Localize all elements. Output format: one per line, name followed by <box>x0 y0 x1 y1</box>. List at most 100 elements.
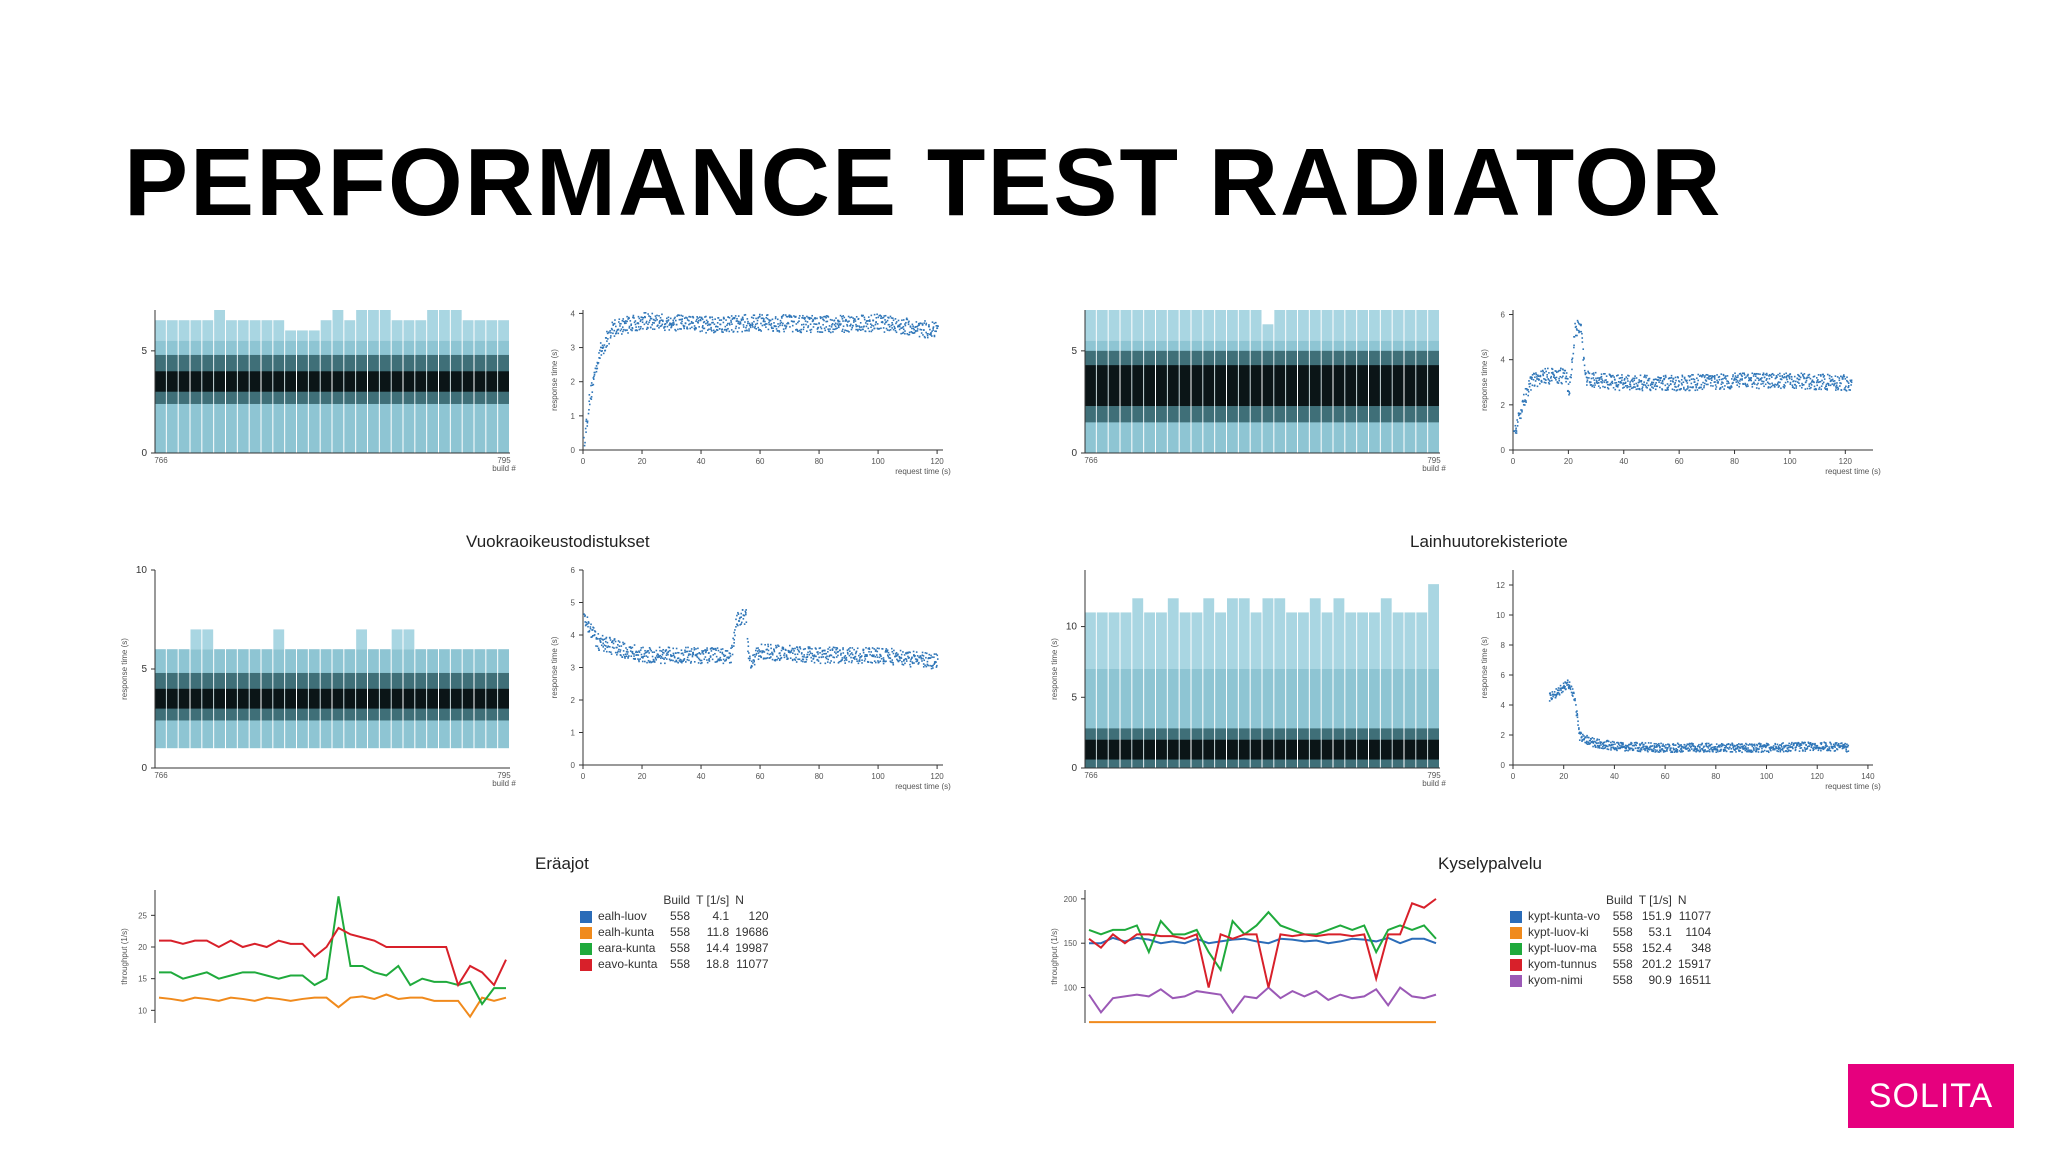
scatter-point <box>1515 427 1517 430</box>
scatter-point <box>1780 387 1782 390</box>
heatmap-cell <box>1120 310 1132 341</box>
scatter-point <box>1802 742 1805 745</box>
scatter-point <box>1662 375 1665 377</box>
legend-build: 558 <box>670 957 691 971</box>
scatter-point <box>706 649 709 651</box>
scatter-point <box>1714 746 1716 748</box>
heatmap-cell <box>1321 669 1333 768</box>
legend-swatch <box>1510 942 1522 955</box>
scatter-point <box>1649 748 1651 750</box>
scatter-point <box>728 661 731 664</box>
scatter-point <box>827 316 830 318</box>
scatter-point <box>656 656 659 659</box>
scatter-point <box>1712 750 1714 753</box>
scatter-point <box>773 322 775 324</box>
scatter-point <box>839 324 842 326</box>
scatter-point <box>869 323 872 325</box>
legend-count: 15917 <box>1677 957 1712 971</box>
scatter-point <box>1610 381 1613 384</box>
scatter-point <box>631 329 633 332</box>
scatter-point <box>711 318 714 321</box>
heatmap-cell <box>1380 310 1392 341</box>
scatter-point <box>1559 369 1562 372</box>
scatter-point <box>924 664 926 667</box>
scatter-point <box>1578 727 1580 729</box>
scatter-point <box>1839 745 1842 747</box>
scatter-point <box>1759 377 1762 380</box>
scatter-point <box>593 374 596 376</box>
scatter-point <box>1822 376 1825 378</box>
scatter-point <box>1805 379 1808 382</box>
scatter-point <box>820 656 823 659</box>
scatter-point <box>1633 377 1636 380</box>
scatter-point <box>591 391 594 393</box>
scatter-point <box>622 641 624 644</box>
scatter-point <box>794 647 796 650</box>
scatter-point <box>906 333 909 335</box>
scatter-point <box>588 403 591 406</box>
scatter-point <box>664 325 666 328</box>
scatter-point <box>1576 710 1578 712</box>
heatmap-cell <box>1108 612 1120 669</box>
legend-count: 1104 <box>1685 925 1712 939</box>
scatter-point <box>859 326 861 329</box>
scatter-point <box>1698 750 1701 753</box>
scatter-point <box>604 648 607 650</box>
scatter-point <box>1847 382 1850 384</box>
scatter-point <box>1646 745 1648 748</box>
scatter-point <box>1527 390 1530 393</box>
series-line-eavo-kunta <box>159 926 507 988</box>
x-tick-label: 766 <box>1084 771 1098 780</box>
scatter-point <box>856 325 859 327</box>
scatter-point <box>1620 382 1622 384</box>
scatter-point <box>1793 387 1796 389</box>
scatter-point <box>1563 685 1565 688</box>
scatter-point <box>641 656 643 659</box>
scatter-point <box>1578 732 1580 735</box>
scatter-point <box>788 316 791 318</box>
scatter-point <box>617 328 620 331</box>
scatter-point <box>1834 749 1837 752</box>
scatter-point <box>777 644 779 647</box>
scatter-point <box>872 655 875 658</box>
heatmap-cell <box>1179 612 1191 669</box>
scatter-point <box>1795 385 1798 387</box>
scatter-point <box>1796 742 1799 745</box>
scatter-point <box>1655 744 1658 747</box>
scatter-point <box>781 315 784 317</box>
heatmap-cell <box>1380 598 1392 669</box>
scatter-point <box>612 324 614 326</box>
scatter-point <box>874 650 877 652</box>
scatter-point <box>1833 383 1835 386</box>
scatter-point <box>635 650 638 653</box>
scatter-point <box>684 651 686 653</box>
y-tick-label: 4 <box>571 631 576 640</box>
scatter-point <box>872 319 875 322</box>
scatter-point <box>842 325 845 328</box>
scatter-point <box>1820 742 1823 744</box>
scatter-point <box>590 623 592 626</box>
scatter-point <box>686 658 689 661</box>
scatter-point <box>1700 383 1703 386</box>
heatmap-cell <box>178 371 190 392</box>
scatter-point <box>702 653 705 655</box>
scatter-point <box>1673 751 1676 753</box>
scatter-point <box>724 650 727 652</box>
scatter-point <box>1751 386 1754 388</box>
scatter-point <box>767 645 770 648</box>
legend-row: kypt-luov-ma 558 152.4 348 <box>1510 940 1717 956</box>
scatter-point <box>770 324 772 326</box>
scatter-point <box>929 657 932 659</box>
scatter-point <box>862 651 865 654</box>
heatmap-cell <box>1262 739 1274 760</box>
scatter-point <box>798 329 801 332</box>
heatmap-cell <box>190 629 202 650</box>
scatter-point <box>1724 385 1726 387</box>
scatter-point <box>648 652 650 654</box>
scatter-point <box>1679 751 1682 753</box>
heatmap-cell <box>1108 310 1120 341</box>
scatter-point <box>771 651 773 654</box>
scatter-point <box>1741 378 1743 380</box>
scatter-point <box>1800 747 1803 749</box>
scatter-point <box>1710 747 1713 749</box>
